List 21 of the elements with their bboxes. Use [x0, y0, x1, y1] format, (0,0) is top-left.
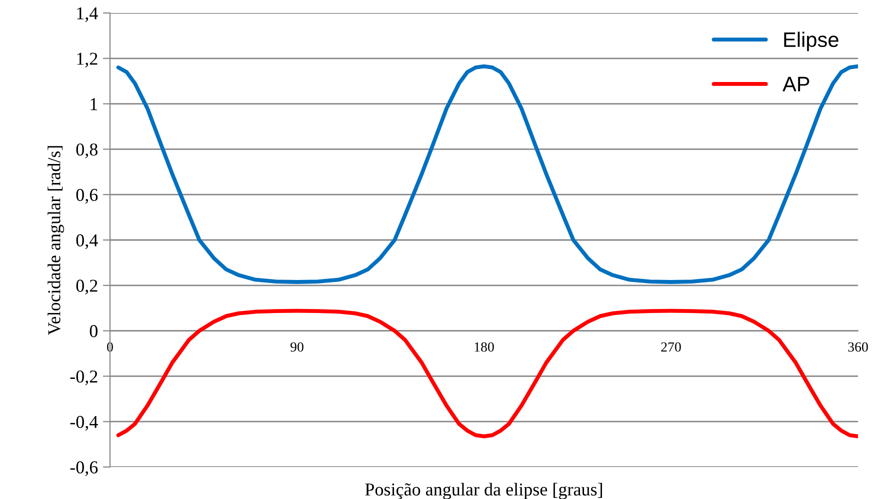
y-tick-label: -0,6 — [70, 461, 98, 476]
y-tick-label: 0,2 — [76, 280, 98, 294]
y-tick-label: 0,4 — [76, 234, 98, 250]
line-series — [116, 64, 858, 284]
x-tick-label: 360 — [848, 342, 868, 352]
y-tick-label: -0,2 — [70, 370, 98, 386]
x-tick-label: 90 — [290, 342, 304, 352]
y-axis-title: Velocidade angular [rad/s] — [48, 146, 64, 336]
y-tick-label: 1,2 — [77, 52, 98, 68]
y-tick-label: -0,4 — [70, 416, 98, 431]
y-tick-label: 1 — [90, 98, 98, 110]
y-tick-label: 0 — [90, 325, 98, 338]
x-axis-title: Posição angular da elipse [graus] — [365, 482, 602, 499]
x-tick-label: 270 — [661, 342, 681, 352]
x-tick-label: 0 — [107, 342, 113, 352]
x-tick-label: 180 — [474, 342, 494, 352]
y-tick-label: 1,4 — [77, 7, 98, 22]
y-tick-label: 0,6 — [76, 188, 98, 204]
y-tick-label: 0,8 — [76, 143, 98, 158]
legend-label: AP — [782, 76, 810, 92]
legend-label: Elipse — [784, 32, 838, 52]
